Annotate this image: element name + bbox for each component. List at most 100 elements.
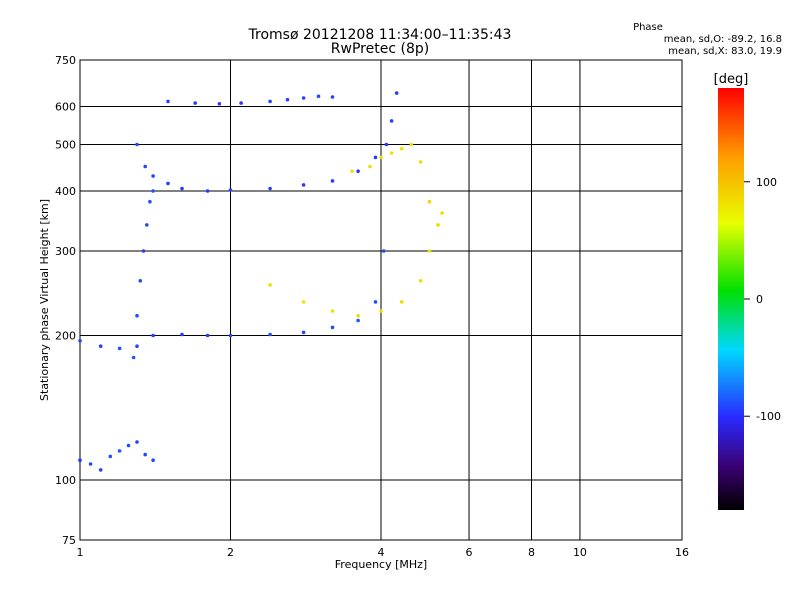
data-point — [135, 344, 139, 349]
data-point — [384, 142, 389, 147]
data-point — [268, 332, 272, 337]
data-points — [78, 91, 444, 472]
y-tick-label: 750 — [55, 54, 76, 67]
x-tick-label: 6 — [466, 546, 473, 559]
colorbar-label: [deg] — [714, 72, 749, 87]
data-point — [330, 309, 335, 313]
data-point — [131, 355, 136, 360]
data-point — [148, 199, 152, 204]
y-tick-label: 200 — [55, 330, 76, 343]
x-axis-label: Frequency [MHz] — [335, 558, 427, 571]
data-point — [78, 458, 82, 463]
axis-ticks: 1 2 4 6 8 10 16 75 100 200 300 400 500 600 750 — [55, 54, 689, 559]
chart-subtitle: RwPretec (8p) — [330, 41, 430, 57]
y-tick-label: 600 — [55, 101, 76, 114]
data-point — [330, 179, 335, 183]
data-point — [78, 339, 82, 343]
data-point — [381, 249, 386, 253]
data-point — [166, 99, 170, 104]
data-point — [135, 313, 139, 318]
data-point — [143, 164, 147, 169]
x-tick-label: 10 — [573, 546, 587, 559]
data-point — [239, 101, 243, 105]
data-point — [389, 151, 394, 155]
data-point — [389, 119, 394, 123]
data-point — [228, 188, 233, 192]
data-point — [98, 344, 103, 349]
y-tick-label: 100 — [55, 474, 76, 487]
data-point — [205, 189, 210, 193]
data-point — [440, 211, 444, 215]
colorbar-tick-label: 100 — [756, 176, 777, 189]
data-point — [316, 94, 321, 99]
data-point — [228, 333, 233, 338]
data-point — [151, 189, 155, 193]
data-point — [151, 458, 155, 463]
data-point — [108, 454, 113, 459]
data-point — [126, 443, 131, 448]
data-point — [285, 97, 290, 102]
data-point — [436, 223, 440, 227]
data-point — [135, 142, 139, 147]
data-point — [368, 164, 372, 169]
data-point — [268, 186, 272, 191]
phase-stats-o: mean, sd,O: -89.2, 16.8 — [663, 34, 782, 45]
data-point — [135, 440, 139, 444]
x-tick-label: 4 — [378, 546, 385, 559]
data-point — [98, 468, 103, 472]
data-point — [151, 174, 155, 178]
phase-stats-x: mean, sd,X: 83.0, 19.9 — [668, 46, 782, 57]
y-tick-label: 75 — [62, 534, 76, 547]
data-point — [373, 155, 378, 160]
data-point — [427, 249, 432, 253]
data-point — [350, 169, 354, 173]
plot-grid — [80, 60, 682, 540]
colorbar-tick-label: -100 — [756, 410, 781, 423]
x-tick-label: 2 — [227, 546, 234, 559]
colorbar-tick-label: 0 — [756, 293, 763, 306]
data-point — [330, 325, 335, 330]
data-point — [180, 332, 184, 337]
phase-stats-heading: Phase — [633, 22, 663, 33]
data-point — [356, 169, 360, 173]
data-point — [88, 462, 93, 466]
x-tick-label: 16 — [675, 546, 689, 559]
data-point — [418, 279, 423, 283]
data-point — [301, 183, 306, 187]
data-point — [427, 199, 432, 204]
x-tick-label: 1 — [77, 546, 84, 559]
y-axis-label: Stationary phase Virtual Height [km] — [38, 199, 51, 401]
data-point — [151, 333, 155, 338]
data-point — [143, 452, 147, 457]
y-tick-label: 500 — [55, 139, 76, 152]
data-point — [205, 333, 210, 338]
data-point — [373, 300, 378, 304]
data-point — [268, 99, 272, 104]
y-tick-label: 300 — [55, 245, 76, 258]
x-tick-label: 8 — [528, 546, 535, 559]
data-point — [356, 318, 360, 323]
data-point — [138, 279, 143, 283]
y-tick-label: 400 — [55, 185, 76, 198]
data-point — [117, 449, 122, 453]
colorbar-ticks: 100 0 -100 — [744, 176, 781, 423]
data-point — [301, 330, 306, 335]
data-point — [394, 91, 399, 95]
chart-title: Tromsø 20121208 11:34:00–11:35:43 — [248, 27, 512, 43]
data-point — [330, 95, 335, 99]
data-point — [409, 142, 414, 147]
data-point — [145, 223, 149, 227]
data-point — [217, 102, 222, 106]
data-point — [301, 96, 306, 100]
data-point — [399, 300, 404, 304]
data-point — [301, 300, 306, 304]
data-point — [166, 181, 170, 186]
data-point — [379, 309, 383, 313]
data-point — [379, 155, 383, 160]
data-point — [117, 346, 122, 351]
data-point — [418, 160, 423, 164]
data-point — [141, 249, 146, 253]
data-point — [399, 146, 404, 151]
data-point — [356, 313, 360, 318]
